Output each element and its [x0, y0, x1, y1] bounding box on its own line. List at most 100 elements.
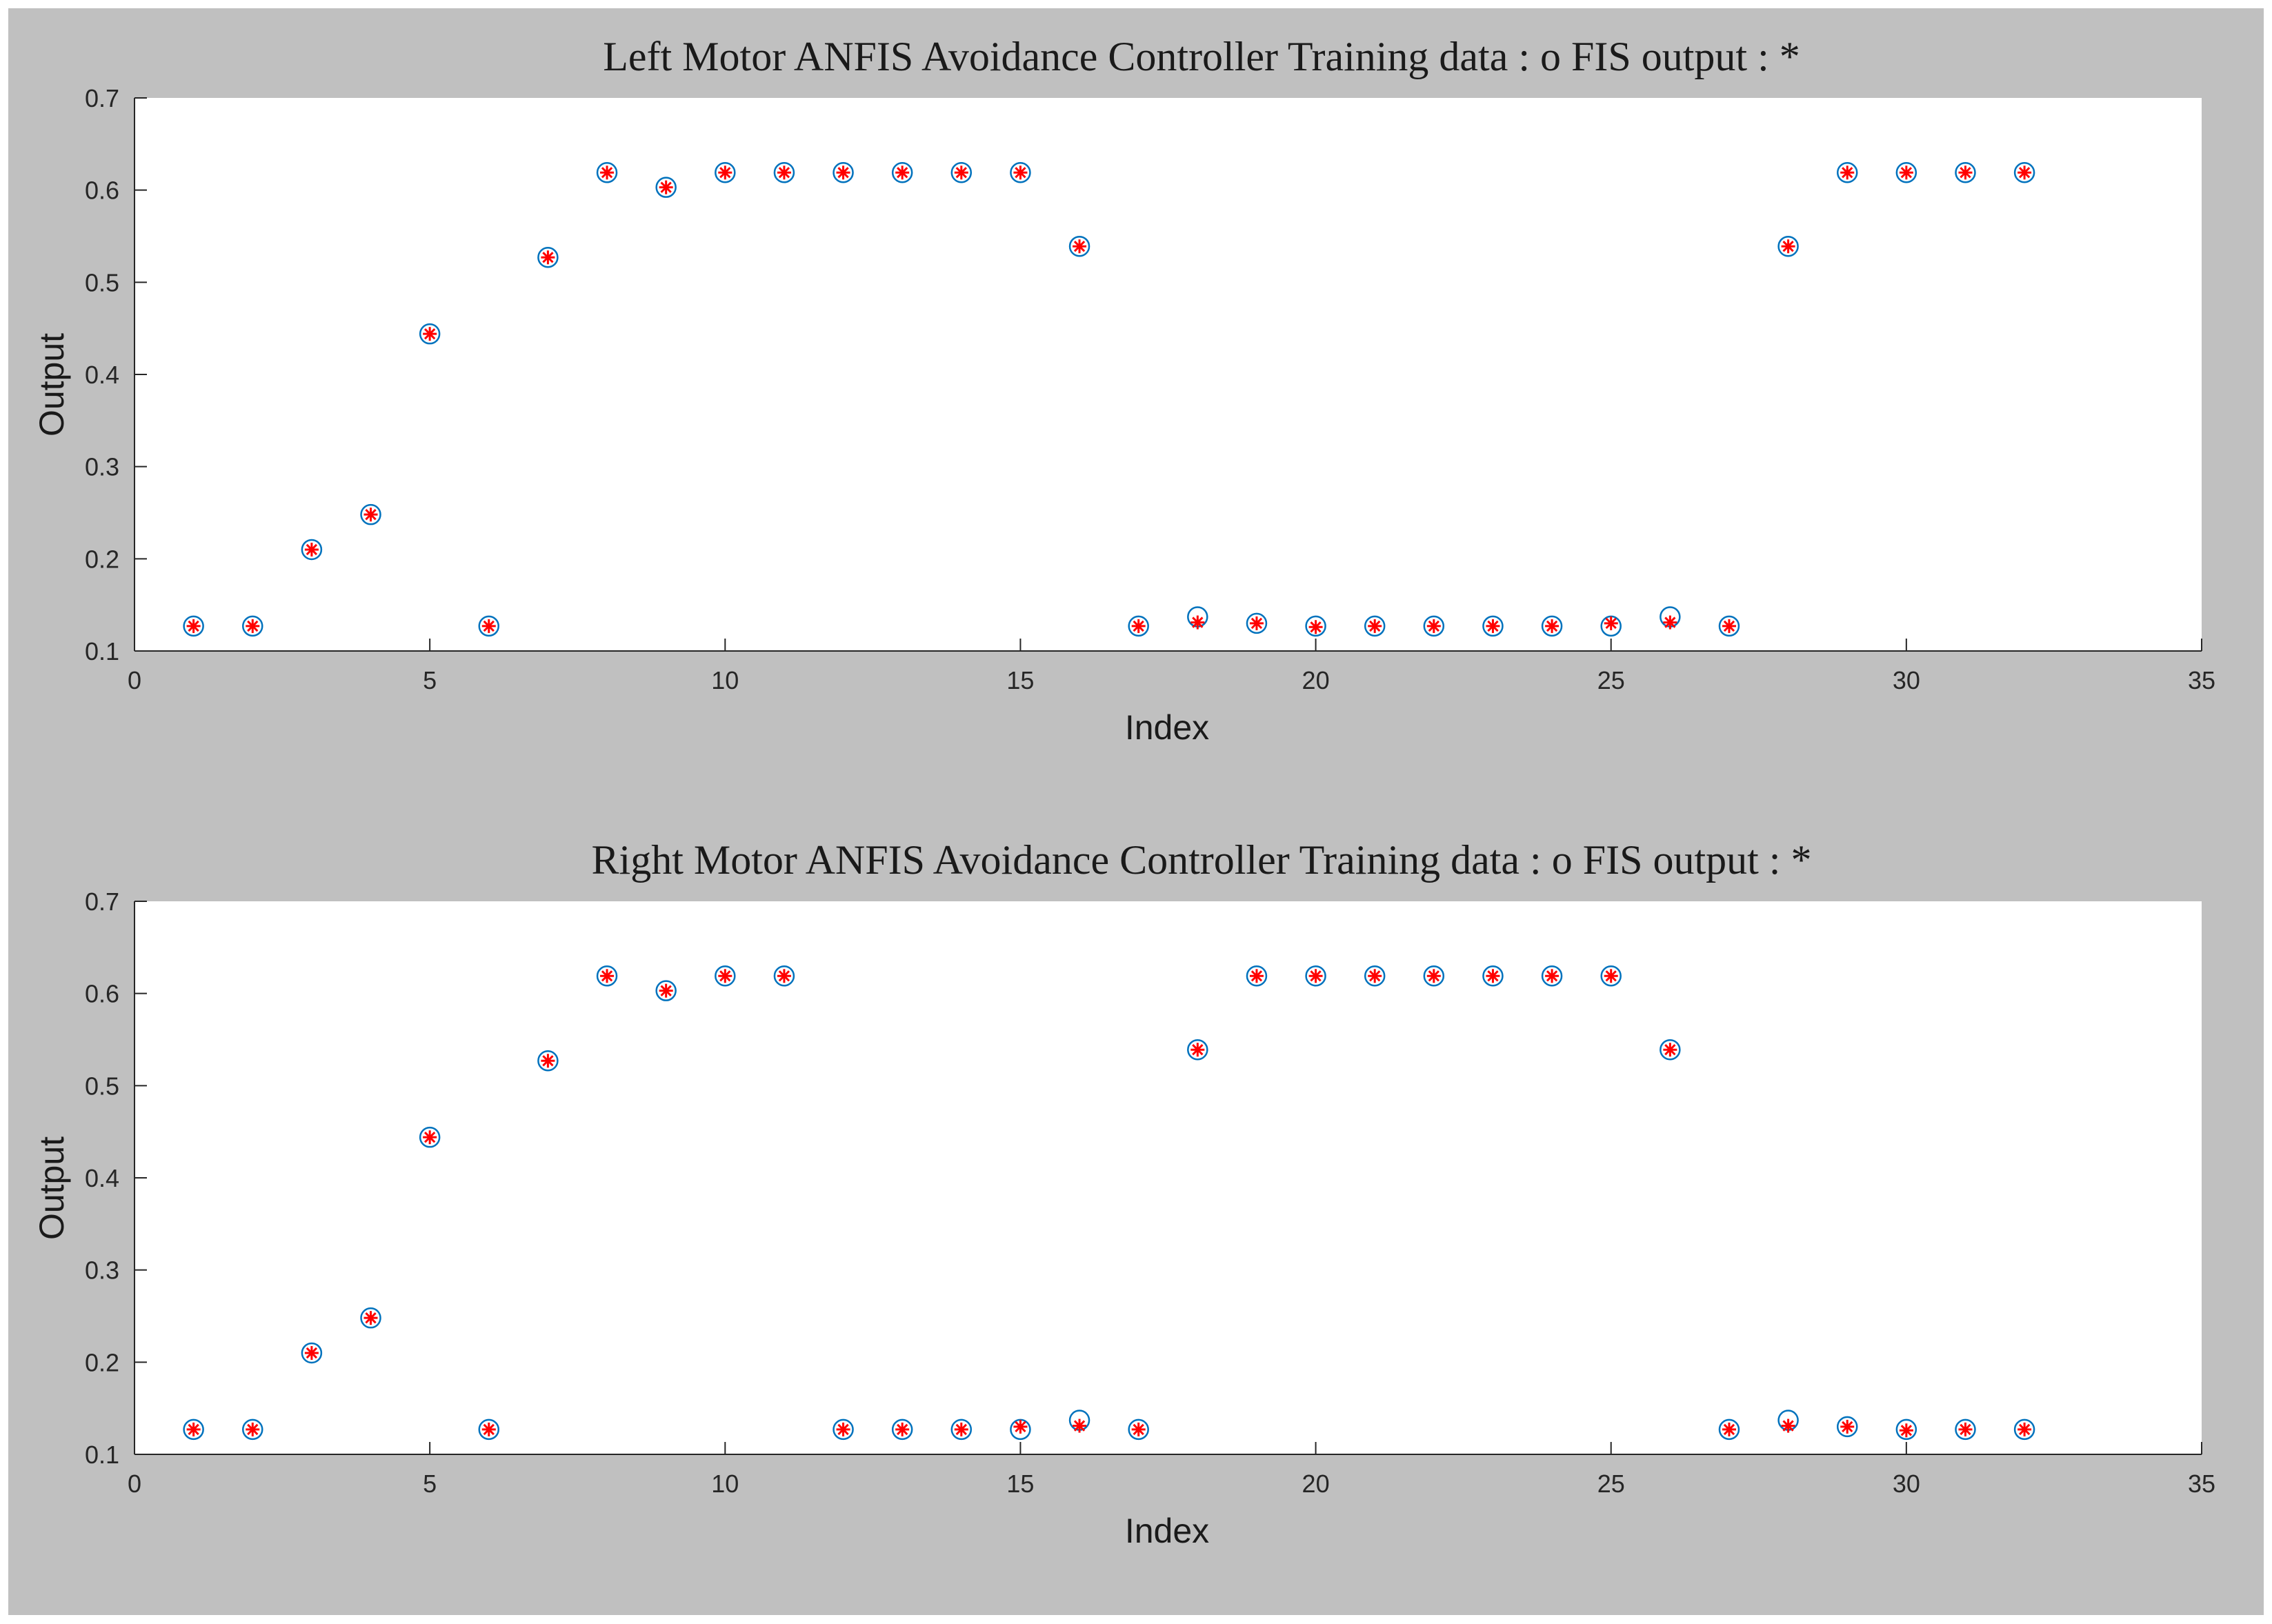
training-data-point: [1187, 1039, 1208, 1061]
y-tick-label: 0.6: [85, 980, 119, 1008]
x-tick-label: 10: [711, 1470, 739, 1498]
asterisk-stroke: [1900, 1425, 1913, 1436]
asterisk-stroke: [1015, 167, 1026, 179]
asterisk-stroke: [897, 1423, 908, 1436]
training-data-point: [1305, 615, 1326, 637]
y-tick-label: 0.5: [85, 1072, 119, 1100]
chart-title: Left Motor ANFIS Avoidance Controller Tr…: [603, 34, 1800, 79]
y-axis-label: Output: [32, 333, 71, 437]
asterisk-stroke: [1782, 241, 1794, 252]
y-tick-label: 0.1: [85, 637, 119, 665]
asterisk-stroke: [1546, 620, 1558, 632]
training-data-point: [1777, 235, 1799, 257]
fis-output-point: [304, 542, 319, 557]
fis-output-point: [304, 1345, 319, 1360]
asterisk-stroke: [1723, 1423, 1735, 1436]
fis-output-point: [541, 1054, 555, 1068]
x-axis-label: Index: [1125, 1512, 1209, 1550]
y-tick-label: 0.3: [85, 453, 119, 481]
right-motor-panel: Right Motor ANFIS Avoidance Controller T…: [8, 812, 2264, 1615]
fis-output-point: [1663, 1043, 1677, 1057]
fis-output-point: [246, 1422, 260, 1436]
y-tick-label: 0.7: [85, 84, 119, 112]
x-tick-label: 30: [1893, 1470, 1920, 1498]
fis-output-point: [423, 1130, 437, 1145]
training-data-point: [1836, 1416, 1858, 1438]
fis-output-point: [1840, 1419, 1855, 1434]
asterisk-stroke: [365, 509, 377, 521]
fis-output-point: [777, 969, 791, 983]
asterisk-stroke: [306, 1347, 318, 1359]
asterisk-stroke: [1073, 241, 1086, 252]
fis-output-point: [1781, 239, 1795, 254]
training-data-point: [1600, 965, 1622, 987]
training-data-point: [833, 1419, 854, 1441]
asterisk-stroke: [542, 252, 554, 263]
fis-output-point: [481, 1422, 496, 1436]
training-data-point: [360, 1307, 381, 1329]
asterisk-stroke: [837, 1423, 849, 1436]
asterisk-stroke: [483, 620, 495, 632]
x-tick-label: 35: [2188, 1470, 2215, 1498]
training-data-point: [950, 162, 973, 183]
asterisk-stroke: [601, 167, 613, 179]
asterisk-stroke: [1487, 620, 1499, 632]
fis-output-point: [954, 166, 968, 180]
training-data-point: [2013, 162, 2035, 183]
fis-output-point: [1013, 1419, 1028, 1434]
training-data-point: [1128, 1419, 1149, 1441]
training-data-point: [655, 980, 677, 1001]
training-data-point: [2013, 1419, 2035, 1441]
fis-output-point: [1308, 969, 1323, 983]
asterisk-stroke: [1310, 970, 1322, 982]
training-data-point: [596, 162, 618, 183]
training-data-point: [1364, 965, 1386, 987]
fis-output-point: [423, 327, 437, 341]
training-data-point: [1895, 1419, 1917, 1441]
asterisk-stroke: [897, 167, 908, 179]
training-data-point: [773, 162, 795, 183]
training-data-point: [1246, 612, 1268, 634]
fis-output-point: [1899, 166, 1913, 180]
fis-output-point: [363, 1311, 378, 1325]
training-data-point: [242, 1419, 263, 1441]
y-tick-label: 0.6: [85, 177, 119, 205]
asterisk-stroke: [1664, 1044, 1676, 1056]
asterisk-stroke: [1192, 616, 1204, 628]
asterisk-stroke: [1369, 620, 1381, 632]
asterisk-stroke: [1073, 1420, 1086, 1432]
asterisk-stroke: [1605, 617, 1617, 630]
asterisk-stroke: [2018, 167, 2031, 179]
training-data-point: [301, 539, 323, 561]
y-tick-label: 0.2: [85, 1348, 119, 1376]
asterisk-stroke: [1664, 616, 1676, 628]
x-tick-label: 15: [1006, 666, 1034, 694]
fis-output-point: [1722, 1422, 1736, 1436]
training-data-point: [596, 965, 618, 987]
fis-output-point: [836, 1422, 850, 1436]
fis-output-point: [1958, 166, 1973, 180]
fis-output-point: [1722, 619, 1736, 633]
fis-output-point: [186, 619, 201, 633]
fis-output-point: [1958, 1422, 1973, 1436]
asterisk-stroke: [1723, 620, 1735, 632]
fis-output-point: [1013, 166, 1028, 180]
fis-output-point: [895, 166, 910, 180]
training-data-point: [891, 162, 913, 183]
x-tick-label: 15: [1006, 1470, 1034, 1498]
asterisk-stroke: [423, 1132, 436, 1143]
x-tick-label: 35: [2188, 666, 2215, 694]
asterisk-stroke: [1428, 970, 1439, 982]
training-data-point: [715, 965, 736, 987]
training-data-point: [1955, 1419, 1976, 1441]
training-data-point: [183, 1419, 204, 1441]
training-data-point: [1482, 615, 1504, 637]
asterisk-stroke: [955, 1423, 967, 1436]
training-data-point: [1423, 615, 1445, 637]
training-data-point: [655, 177, 677, 198]
asterisk-stroke: [1369, 970, 1381, 982]
asterisk-stroke: [1015, 1421, 1026, 1433]
training-data-point: [1482, 965, 1504, 987]
asterisk-stroke: [601, 970, 613, 982]
fis-output-point: [1604, 969, 1618, 983]
